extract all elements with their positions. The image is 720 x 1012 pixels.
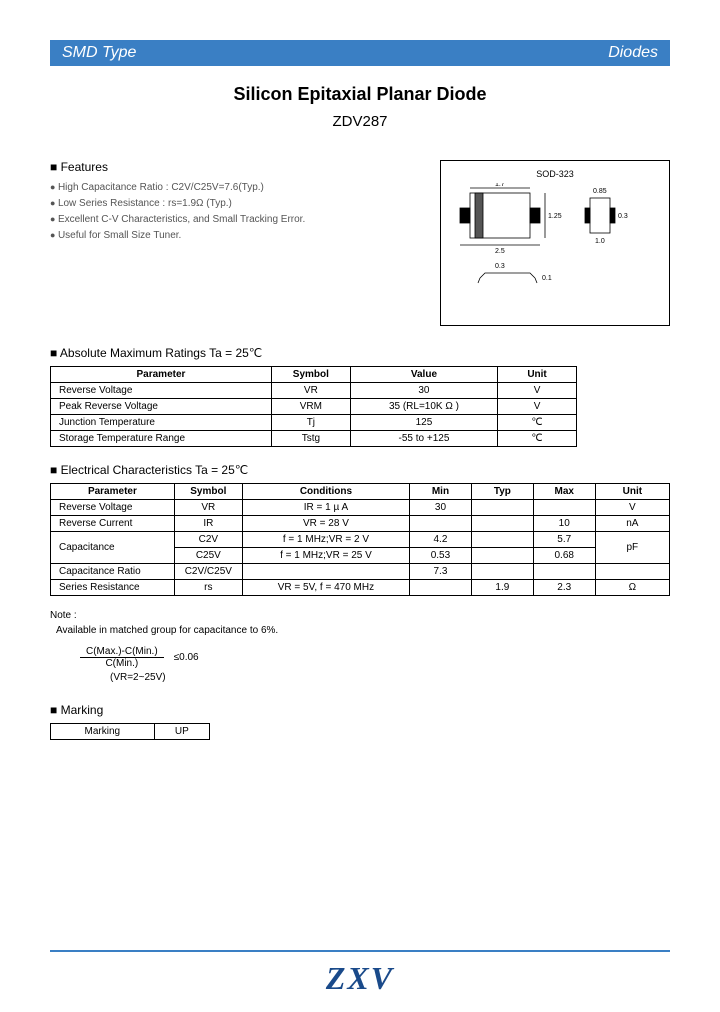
col-header: Symbol	[174, 484, 242, 500]
table-row: Reverse VoltageVR30V	[51, 383, 577, 399]
feature-item: High Capacitance Ratio : C2V/C25V=7.6(Ty…	[50, 180, 420, 196]
table-row: Capacitance RatioC2V/C25V7.3	[51, 564, 670, 580]
package-drawing-svg: 1.7 2.5 1.25 0.85 0.3 1.0 0.3 0.1	[450, 183, 660, 313]
formula-rhs: ≤0.06	[174, 652, 199, 663]
col-header: Symbol	[271, 367, 350, 383]
table-row: Reverse CurrentIRVR = 28 V10nA	[51, 516, 670, 532]
feature-item: Useful for Small Size Tuner.	[50, 228, 420, 244]
table-row: Reverse VoltageVRIR = 1 µ A30V	[51, 500, 670, 516]
col-header: Typ	[471, 484, 533, 500]
table-row: Peak Reverse VoltageVRM35 (RL=10K Ω )V	[51, 399, 577, 415]
feature-list: High Capacitance Ratio : C2V/C25V=7.6(Ty…	[50, 180, 420, 244]
elec-heading: Electrical Characteristics Ta = 25℃	[50, 463, 670, 477]
svg-text:1.7: 1.7	[495, 183, 505, 188]
svg-text:0.3: 0.3	[618, 213, 628, 220]
feature-item: Excellent C-V Characteristics, and Small…	[50, 212, 420, 228]
col-header: Conditions	[242, 484, 409, 500]
package-diagram: SOD-323 1.7 2.5 1.25 0.85	[440, 160, 670, 326]
amr-heading: Absolute Maximum Ratings Ta = 25℃	[50, 346, 670, 360]
table-row: Storage Temperature RangeTstg-55 to +125…	[51, 431, 577, 447]
formula-condition: (VR=2~25V)	[110, 672, 670, 683]
header-left: SMD Type	[62, 44, 136, 62]
formula-denominator: C(Min.)	[80, 658, 164, 669]
marking-label: Marking	[51, 724, 155, 740]
col-header: Value	[350, 367, 497, 383]
col-header: Unit	[595, 484, 669, 500]
marking-table: MarkingUP	[50, 723, 210, 740]
header-bar: SMD Type Diodes	[50, 40, 670, 66]
svg-text:0.1: 0.1	[542, 275, 552, 282]
table-row: Series ResistancersVR = 5V, f = 470 MHz1…	[51, 580, 670, 596]
col-header: Parameter	[51, 367, 272, 383]
package-label: SOD-323	[449, 169, 661, 179]
col-header: Min	[410, 484, 472, 500]
footer-divider	[50, 950, 670, 952]
part-number: ZDV287	[50, 113, 670, 130]
note-label: Note :	[50, 610, 670, 621]
table-row: Junction TemperatureTj125℃	[51, 415, 577, 431]
col-header: Max	[533, 484, 595, 500]
elec-table: Parameter Symbol Conditions Min Typ Max …	[50, 483, 670, 596]
amr-table: Parameter Symbol Value Unit Reverse Volt…	[50, 366, 577, 447]
features-heading: Features	[50, 160, 420, 174]
note-text: Available in matched group for capacitan…	[56, 625, 670, 636]
formula: C(Max.)-C(Min.) C(Min.) ≤0.06	[80, 646, 670, 669]
col-header: Parameter	[51, 484, 175, 500]
svg-text:1.25: 1.25	[548, 213, 562, 220]
page-title: Silicon Epitaxial Planar Diode	[50, 84, 670, 105]
svg-text:0.85: 0.85	[593, 188, 607, 195]
table-row: CapacitanceC2Vf = 1 MHz;VR = 2 V4.25.7pF	[51, 532, 670, 548]
brand-logo: ZXV	[0, 960, 720, 997]
svg-text:1.0: 1.0	[595, 238, 605, 245]
svg-text:0.3: 0.3	[495, 263, 505, 270]
col-header: Unit	[498, 367, 577, 383]
feature-item: Low Series Resistance : rs=1.9Ω (Typ.)	[50, 196, 420, 212]
marking-value: UP	[154, 724, 209, 740]
header-right: Diodes	[608, 44, 658, 62]
marking-heading: Marking	[50, 703, 670, 717]
formula-numerator: C(Max.)-C(Min.)	[80, 646, 164, 658]
svg-text:2.5: 2.5	[495, 248, 505, 255]
